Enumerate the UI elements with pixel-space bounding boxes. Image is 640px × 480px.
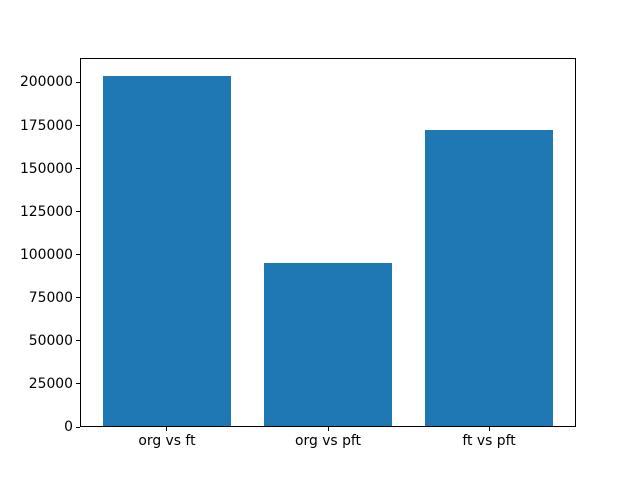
x-tick-label: org vs pft (295, 433, 361, 449)
y-tick-label: 125000 (19, 203, 73, 220)
y-tick-label: 150000 (19, 160, 73, 177)
y-tick-label: 100000 (19, 246, 73, 263)
x-tick-label: org vs ft (138, 433, 196, 449)
y-tick-mark (76, 168, 80, 170)
y-tick-label: 200000 (19, 74, 73, 91)
x-tick-mark (488, 427, 490, 431)
y-tick-label: 175000 (19, 117, 73, 134)
y-tick-label: 50000 (28, 332, 73, 349)
y-tick-mark (76, 81, 80, 83)
y-tick-mark (76, 211, 80, 213)
y-tick-mark (76, 340, 80, 342)
y-tick-label: 75000 (28, 289, 73, 306)
y-tick-mark (76, 426, 80, 428)
y-tick-mark (76, 297, 80, 299)
x-tick-mark (327, 427, 329, 431)
bar-ft-vs-pft (424, 129, 554, 427)
x-tick-mark (166, 427, 168, 431)
bar-org-vs-ft (102, 75, 232, 427)
y-tick-mark (76, 383, 80, 385)
y-tick-mark (76, 125, 80, 127)
y-tick-label: 0 (64, 419, 73, 435)
y-tick-mark (76, 254, 80, 256)
x-tick-label: ft vs pft (462, 433, 516, 449)
bar-org-vs-pft (263, 262, 393, 427)
y-tick-label: 25000 (28, 375, 73, 392)
